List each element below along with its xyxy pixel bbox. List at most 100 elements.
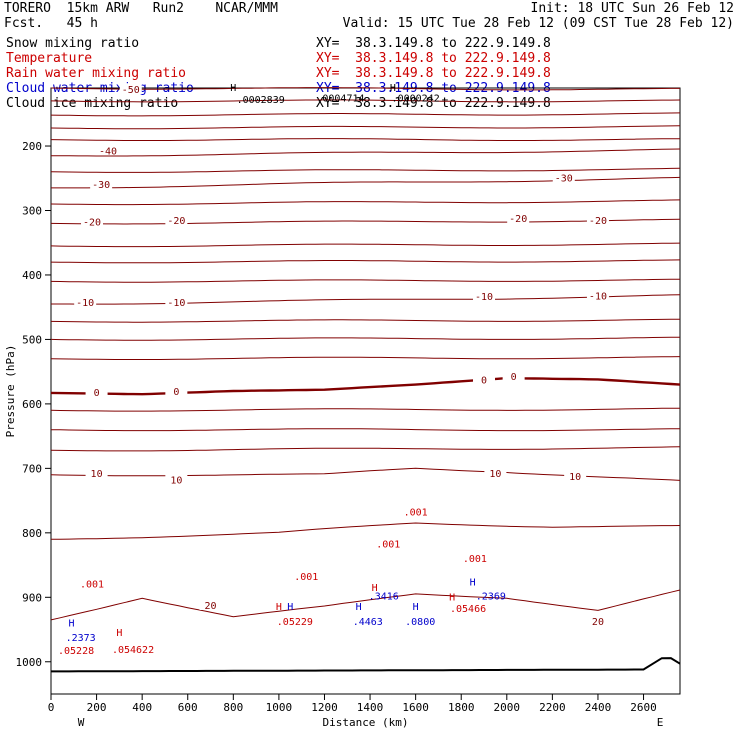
contour-label-bg-18: [484, 466, 507, 478]
contour-label-0: -50: [122, 85, 140, 96]
isotherm-8: [50, 199, 681, 206]
contour-label-15: 0: [511, 372, 517, 383]
y-tick-label-7: 900: [22, 591, 42, 604]
x-end-label-right: E: [657, 716, 664, 729]
contour-label-bg-5: [165, 214, 188, 226]
x-tick-label-8: 1600: [402, 701, 429, 714]
extrema-marker-7: H: [449, 593, 455, 604]
contour-label-31: .2373: [66, 633, 96, 644]
contour-label-bg-19: [564, 470, 587, 482]
contour-label-bg-21: [586, 615, 609, 627]
contour-label-7: -20: [589, 216, 607, 227]
legend-temperature-name: Temperature: [6, 51, 93, 66]
isotherm-13: [51, 294, 681, 305]
contour-label-3: -30: [555, 174, 573, 185]
x-end-label-left: W: [78, 716, 85, 729]
isotherm-16: [50, 356, 681, 360]
x-tick-label-13: 2600: [630, 701, 657, 714]
x-tick-label-0: 0: [48, 701, 55, 714]
contour-label-36: .0002839: [237, 95, 285, 106]
contour-label-13: 0: [173, 387, 179, 398]
contour-label-25: .001: [404, 507, 428, 518]
isotherm-3: [50, 125, 681, 130]
isotherm-11: [50, 259, 681, 264]
contour-label-bg-3: [552, 171, 575, 183]
contour-label-21: 20: [592, 617, 604, 628]
contour-label-bg-7: [586, 214, 609, 226]
contour-label-bg-2: [90, 177, 113, 189]
contour-label-bg-11: [586, 289, 609, 301]
y-tick-label-0: 200: [22, 140, 42, 153]
contour-label-26: .001: [463, 554, 487, 565]
contour-label-17: 10: [170, 475, 182, 486]
contour-label-19: 10: [569, 472, 581, 483]
contour-label-18: 10: [489, 469, 501, 480]
contour-label-bg-20: [199, 598, 222, 610]
y-axis-label: Pressure (hPa): [4, 345, 17, 438]
plot-frame: [50, 87, 681, 695]
contour-label-bg-6: [507, 212, 530, 224]
x-tick-label-5: 1000: [266, 701, 293, 714]
isotherm-6: [50, 167, 681, 173]
forecast-hour: Fcst. 45 h: [4, 16, 98, 31]
contour-label-32: .3416: [369, 591, 399, 602]
contour-label-bg-4: [81, 215, 104, 227]
x-axis-label: Distance (km): [322, 716, 408, 729]
y-tick-label-5: 700: [22, 462, 42, 475]
x-tick-label-7: 1400: [357, 701, 384, 714]
x-tick-label-2: 400: [132, 701, 152, 714]
contour-label-35: .2369: [476, 591, 506, 602]
y-tick-label-1: 300: [22, 204, 42, 217]
contour-label-bg-12: [85, 386, 108, 398]
legend-snow-xy: XY= 38.3.149.8 to 222.9.149.8: [316, 36, 551, 51]
contour-label-bg-10: [473, 290, 496, 302]
contour-label-5: -20: [167, 216, 185, 227]
contour-label-30: .05466: [450, 604, 486, 615]
extrema-marker-8: H: [470, 578, 476, 589]
extrema-marker-4: H: [356, 602, 362, 613]
x-tick-label-4: 800: [223, 701, 243, 714]
y-tick-label-4: 600: [22, 398, 42, 411]
contour-label-16: 10: [91, 469, 103, 480]
legend-rain-name: Rain water mixing ratio: [6, 66, 187, 81]
contour-label-38: .0000242: [392, 94, 440, 105]
contour-label-bg-14: [473, 373, 496, 385]
y-tick-label-8: 1000: [16, 656, 43, 669]
x-tick-label-10: 2000: [494, 701, 521, 714]
extrema-marker-6: H: [413, 602, 419, 613]
legend-rain-xy: XY= 38.3.149.8 to 222.9.149.8: [316, 66, 551, 81]
y-tick-label-2: 400: [22, 269, 42, 282]
init-time: Init: 18 UTC Sun 26 Feb 12: [530, 1, 735, 16]
isotherm-4: [50, 138, 680, 141]
x-tick-label-3: 600: [178, 701, 198, 714]
isotherm-7: [51, 176, 681, 189]
contour-label-2: -30: [92, 180, 110, 191]
isotherm-23: [50, 589, 681, 621]
contour-label-12: 0: [94, 388, 100, 399]
contour-label-23: .001: [294, 572, 318, 583]
contour-label-37: .0004714: [316, 94, 364, 105]
extrema-marker-10: H: [390, 83, 396, 94]
y-tick-label-3: 500: [22, 333, 42, 346]
contour-label-14: 0: [481, 375, 487, 386]
contour-label-27: .05228: [58, 646, 94, 657]
x-tick-label-9: 1800: [448, 701, 475, 714]
y-tick-label-6: 800: [22, 527, 42, 540]
legend-cloud-ice-name: Cloud ice mixing ratio: [6, 96, 179, 111]
isotherm-17: [50, 376, 681, 396]
contour-label-11: -10: [589, 292, 607, 303]
valid-time: Valid: 15 UTC Tue 28 Feb 12 (09 CST Tue …: [342, 16, 734, 31]
contour-label-9: -10: [167, 298, 185, 309]
surface-pressure-line: [51, 657, 681, 673]
contour-label-bg-9: [165, 295, 188, 307]
isotherm-18: [50, 407, 680, 412]
x-tick-label-11: 2200: [539, 701, 566, 714]
contour-label-1: -40: [99, 146, 117, 157]
isotherm-12: [50, 278, 681, 283]
isotherm-1: [50, 99, 681, 103]
isotherm-9: [50, 218, 681, 225]
model-title: TORERO 15km ARW Run2 NCAR/MMM: [4, 1, 278, 16]
contour-label-bg-17: [165, 473, 188, 485]
contour-label-bg-1: [96, 144, 119, 156]
contour-label-8: -10: [76, 298, 94, 309]
